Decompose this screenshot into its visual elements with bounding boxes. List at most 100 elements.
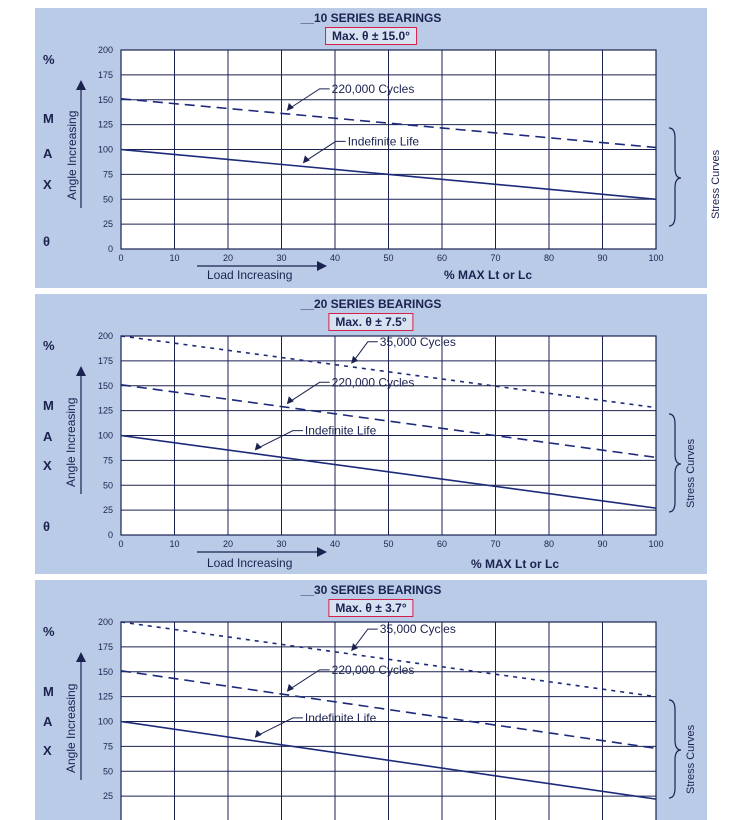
- stress-curves-label: Stress Curves: [685, 724, 697, 794]
- y-tick-label: 0: [108, 244, 113, 254]
- y-tick-label: 175: [98, 70, 113, 80]
- x-tick-label: 60: [437, 539, 447, 549]
- series-line: [120, 383, 657, 459]
- max-angle-label: Max. θ ± 7.5°: [328, 313, 414, 331]
- x-tick-label: 40: [330, 539, 340, 549]
- y-tick-label: 125: [98, 406, 113, 416]
- load-increasing-label: Load Increasing: [207, 556, 293, 570]
- stress-brace: [668, 413, 682, 513]
- y-tick-label: 25: [103, 505, 113, 515]
- stress-brace: [668, 127, 682, 227]
- chart-svg: 25 50 75 100 125 150 175 200 35,000 Cycles 220,00…: [76, 617, 682, 820]
- chart-title: __10 SERIES BEARINGS: [300, 11, 442, 25]
- stress-curves-label: Stress Curves: [685, 438, 697, 508]
- chart-title: __20 SERIES BEARINGS: [300, 297, 442, 311]
- x-tick-label: 50: [383, 253, 393, 263]
- annotation-leader: [352, 341, 378, 363]
- y-tick-label: 50: [103, 480, 113, 490]
- x-tick-label: 100: [648, 253, 663, 263]
- x-tick-label: 70: [490, 539, 500, 549]
- x-tick-label: 20: [223, 253, 233, 263]
- series-line: [120, 434, 657, 509]
- series-label: Indefinite Life: [348, 134, 420, 148]
- annotation-leader: [256, 430, 303, 450]
- chart-svg: 0 25 50 75 100 125 150 175 200 0 10 20 30 40 50 60 70 80 9…: [76, 45, 682, 271]
- y-tick-label: 200: [98, 45, 113, 55]
- y-tick-label: 75: [103, 455, 113, 465]
- x-tick-label: 30: [276, 253, 286, 263]
- x-tick-label: 100: [648, 539, 663, 549]
- series-label: 220,000 Cycles: [332, 663, 415, 677]
- annotation-arrow: [254, 442, 262, 451]
- annotation-leader: [288, 88, 330, 110]
- angle-arrow-head: [76, 366, 86, 376]
- y-axis-label: Angle Increasing: [64, 397, 78, 487]
- series-line: [120, 669, 657, 750]
- x-tick-label: 60: [437, 253, 447, 263]
- chart-panel-30-series: 25 50 75 100 125 150 175 200 35,000 Cycles 220,00…: [35, 580, 707, 820]
- letter-a: A: [43, 429, 53, 444]
- load-increasing-label: Load Increasing: [207, 268, 293, 282]
- letter-a: A: [43, 146, 53, 161]
- y-tick-label: 150: [98, 381, 113, 391]
- x-tick-label: 50: [383, 539, 393, 549]
- chart-panel-10-series: 0 25 50 75 100 125 150 175 200 0 10 20 30 40 50 60 70 80 9…: [35, 8, 722, 288]
- series-label: Indefinite Life: [305, 711, 377, 725]
- stress-curves-label: Stress Curves: [710, 149, 722, 219]
- annotation-arrow: [286, 396, 294, 405]
- y-axis-label: Angle Increasing: [65, 110, 79, 200]
- series-label: 35,000 Cycles: [380, 622, 456, 636]
- annotation-leader: [304, 140, 346, 162]
- letter-m: M: [43, 398, 54, 413]
- annotation-arrow: [351, 643, 359, 652]
- y-tick-label: 100: [98, 431, 113, 441]
- chart-title: __30 SERIES BEARINGS: [300, 583, 442, 597]
- series-label: 220,000 Cycles: [332, 375, 415, 389]
- max-angle-label: Max. θ ± 15.0°: [325, 27, 417, 45]
- chart-panel-20-series: 0 25 50 75 100 125 150 175 200 0 10 20 30 40 50 60 70 80 9…: [35, 294, 707, 574]
- x-tick-label: 0: [118, 253, 123, 263]
- y-tick-label: 25: [103, 219, 113, 229]
- x-tick-label: 90: [597, 253, 607, 263]
- series-line: [120, 621, 657, 698]
- y-tick-label: 175: [98, 642, 113, 652]
- angle-arrow-head: [76, 652, 86, 662]
- series-label: 220,000 Cycles: [332, 82, 415, 96]
- letter-x: X: [43, 177, 52, 192]
- annotation-arrow: [351, 355, 359, 364]
- x-tick-label: 20: [223, 539, 233, 549]
- percent-symbol: %: [43, 338, 55, 353]
- angle-arrow-head: [76, 80, 86, 90]
- y-tick-label: 150: [98, 95, 113, 105]
- y-tick-label: 75: [103, 741, 113, 751]
- letter-m: M: [43, 684, 54, 699]
- series-label: Indefinite Life: [305, 424, 377, 438]
- series-line: [120, 720, 657, 800]
- letter-a: A: [43, 714, 53, 729]
- y-tick-label: 0: [108, 530, 113, 540]
- x-tick-label: 10: [169, 253, 179, 263]
- x-axis-label: % MAX Lt or Lc: [444, 268, 533, 282]
- y-tick-label: 75: [103, 169, 113, 179]
- x-axis-label: % MAX Lt or Lc: [471, 557, 560, 571]
- annotation-arrow: [286, 683, 294, 692]
- annotation-leader: [352, 628, 378, 650]
- y-axis-label: Angle Increasing: [64, 683, 78, 773]
- y-tick-label: 50: [103, 766, 113, 776]
- annotation-leader: [256, 717, 303, 737]
- series-label: 35,000 Cycles: [380, 335, 456, 349]
- series-line: [120, 97, 657, 149]
- y-tick-label: 200: [98, 331, 113, 341]
- y-tick-label: 25: [103, 791, 113, 801]
- stress-brace: [668, 699, 682, 799]
- y-tick-label: 100: [98, 145, 113, 155]
- x-tick-label: 10: [169, 539, 179, 549]
- x-tick-label: 70: [490, 253, 500, 263]
- load-arrow-head: [317, 547, 327, 557]
- letter-x: X: [43, 458, 52, 473]
- x-tick-label: 30: [276, 539, 286, 549]
- x-tick-label: 0: [118, 539, 123, 549]
- annotation-leader: [288, 381, 330, 403]
- y-tick-label: 125: [98, 692, 113, 702]
- percent-symbol: %: [43, 624, 55, 639]
